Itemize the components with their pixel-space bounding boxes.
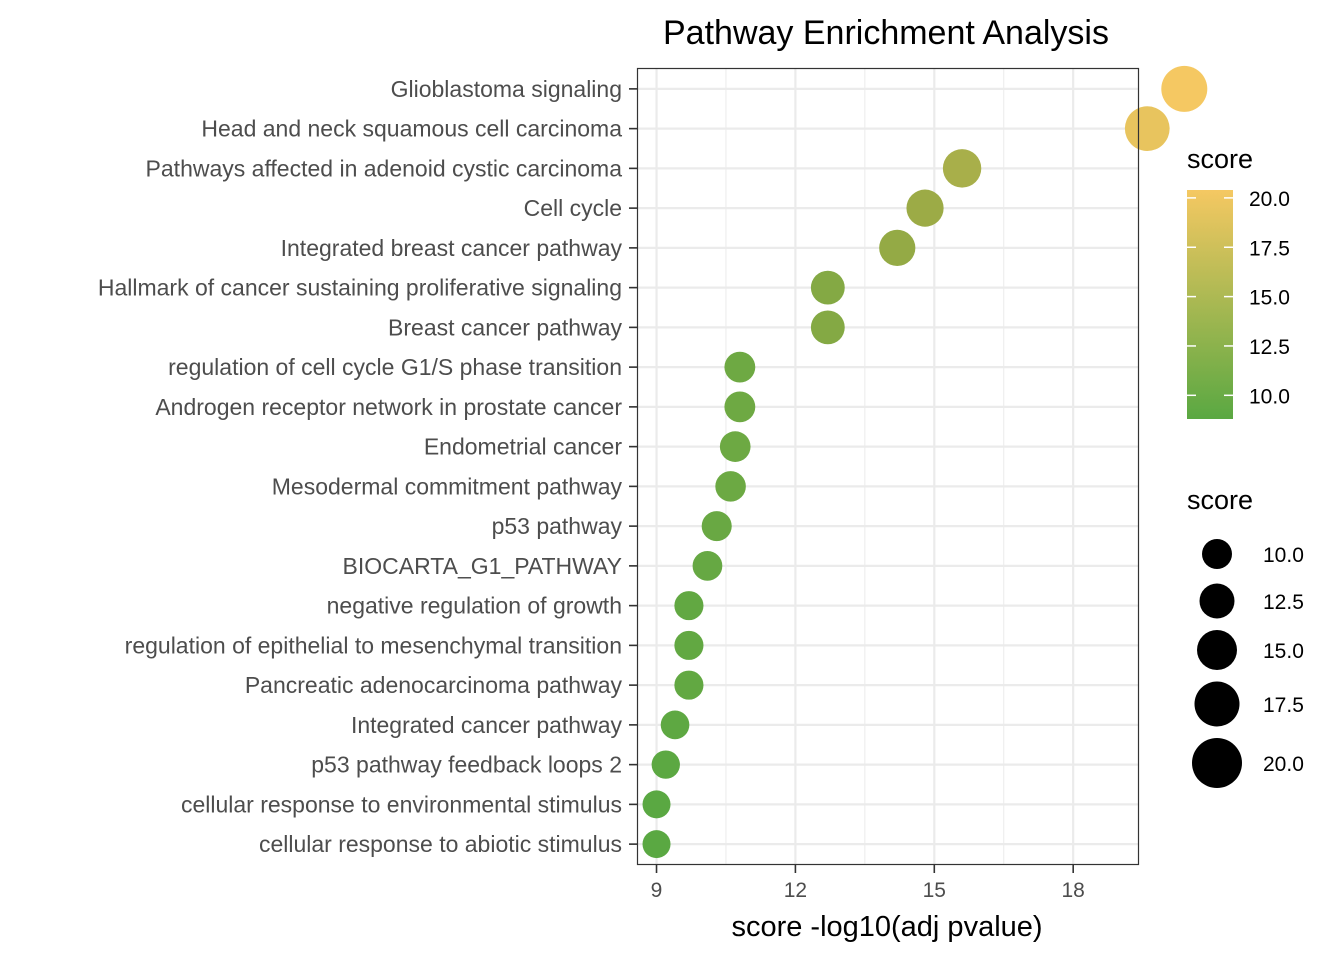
y-tick-label: Mesodermal commitment pathway [272,473,623,499]
data-point [942,149,982,188]
data-point [724,391,756,423]
x-tick-label: 18 [1062,879,1085,902]
x-tick-label: 9 [651,879,663,902]
data-point [674,591,704,621]
size-legend-dot [1194,681,1240,727]
y-tick-label: p53 pathway feedback loops 2 [311,752,622,778]
data-point [879,229,916,266]
x-axis: 9 12 15 18 [651,864,1085,902]
panel-border [636,67,1140,866]
x-tick-label: 15 [923,879,946,902]
size-legend-label: 10.0 [1263,544,1304,567]
y-tick-label: Endometrial cancer [424,434,622,460]
y-tick-label: Integrated cancer pathway [351,712,623,738]
y-tick-label: Breast cancer pathway [388,314,622,340]
y-tick-label: p53 pathway [492,513,623,539]
size-legend-title: score [1187,485,1253,515]
size-legend-dot [1202,539,1232,569]
color-legend-label: 17.5 [1249,237,1290,260]
data-point [719,431,751,462]
size-legend-items: 10.0 12.5 15.0 17.5 20.0 [1192,539,1304,788]
color-legend-ticks: 20.0 17.5 15.0 12.5 10.0 [1187,188,1290,408]
y-tick-label: BIOCARTA_G1_PATHWAY [343,553,622,579]
data-point [674,670,704,700]
y-tick-label: regulation of cell cycle G1/S phase tran… [168,354,622,380]
color-legend-bar [1187,190,1233,419]
y-tick-label: Head and neck squamous cell carcinoma [201,116,622,142]
size-legend-dot [1199,583,1235,619]
y-axis-labels: Glioblastoma signaling Head and neck squa… [98,76,638,857]
data-point [715,471,746,502]
data-point [701,511,732,542]
data-point [642,830,671,859]
data-point [906,189,944,227]
size-legend-label: 12.5 [1263,591,1304,614]
chart-title: Pathway Enrichment Analysis [663,14,1109,52]
y-tick-label: Hallmark of cancer sustaining proliferat… [98,275,622,301]
size-legend-label: 17.5 [1263,694,1304,717]
data-point [642,790,671,819]
data-point [674,630,704,660]
size-legend-label: 15.0 [1263,640,1304,663]
color-legend-label: 10.0 [1249,385,1290,408]
y-tick-label: Pathways affected in adenoid cystic carc… [146,155,623,181]
y-tick-label: Cell cycle [524,195,622,221]
color-legend-label: 12.5 [1249,336,1290,359]
data-point [651,750,680,779]
size-legend-dot [1192,738,1242,788]
y-tick-label: Integrated breast cancer pathway [281,235,623,261]
y-tick-label: Androgen receptor network in prostate ca… [155,394,622,420]
size-legend-label: 20.0 [1263,753,1304,776]
data-point [724,351,756,383]
color-legend: score 20.0 17.5 15.0 12.5 10.0 [1187,144,1290,419]
y-tick-label: Glioblastoma signaling [391,76,622,102]
data-points [642,65,1208,859]
size-legend-dot [1197,630,1237,670]
data-point [692,551,723,581]
y-tick-label: cellular response to abiotic stimulus [259,831,622,857]
y-tick-label: regulation of epithelial to mesenchymal … [125,632,622,658]
color-legend-label: 20.0 [1249,188,1290,211]
y-tick-label: Pancreatic adenocarcinoma pathway [245,672,623,698]
grid-lines [638,69,1138,864]
y-tick-label: cellular response to environmental stimu… [181,791,622,817]
x-axis-title: score -log10(adj pvalue) [731,911,1042,943]
data-point [810,270,845,305]
data-point [1124,106,1170,151]
color-legend-label: 15.0 [1249,287,1290,310]
data-point [660,710,690,740]
data-point [1161,65,1208,112]
size-legend: score 10.0 12.5 15.0 17.5 20.0 [1187,485,1304,788]
x-tick-label: 12 [784,879,807,902]
color-legend-title: score [1187,144,1253,174]
y-tick-label: negative regulation of growth [327,593,622,619]
data-point [810,310,845,345]
